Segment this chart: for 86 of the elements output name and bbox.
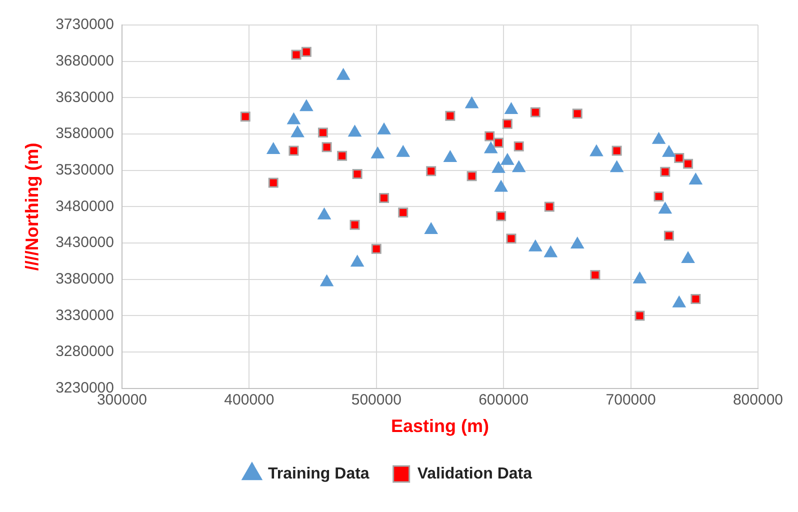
legend-label: Validation Data: [417, 465, 532, 482]
point: [494, 180, 508, 192]
point: [681, 252, 695, 264]
point: [266, 142, 280, 154]
point: [504, 102, 518, 114]
point: [674, 153, 684, 163]
point: [348, 125, 362, 137]
point: [544, 202, 554, 212]
point: [544, 246, 558, 258]
point: [337, 150, 348, 161]
x-tick-label: 500000: [351, 392, 402, 409]
point: [528, 240, 542, 252]
point: [496, 211, 506, 222]
point: [570, 236, 584, 248]
point: [318, 208, 331, 220]
y-tick-label: 3630000: [56, 88, 114, 106]
point: [336, 68, 350, 80]
point: [466, 171, 477, 182]
x-tick-label: 400000: [224, 392, 274, 409]
point: [690, 294, 701, 304]
point: [633, 272, 646, 284]
point: [590, 270, 600, 280]
point: [572, 108, 582, 119]
point: [494, 138, 504, 148]
point: [288, 146, 299, 156]
point: [683, 158, 694, 169]
point: [424, 222, 438, 234]
x-tick-label: 800000: [732, 392, 784, 409]
point: [350, 220, 360, 230]
x-axis-title: Easting (m): [390, 416, 490, 436]
point: [268, 178, 278, 188]
point: [492, 161, 506, 173]
point: [500, 153, 514, 165]
y-tick-label: 3580000: [56, 125, 114, 142]
point: [512, 160, 526, 172]
point: [654, 192, 664, 202]
point: [396, 145, 410, 157]
point: [322, 142, 332, 152]
y-tick-label: 3430000: [56, 234, 114, 252]
point: [660, 166, 670, 177]
y-tick-label: 3380000: [56, 270, 114, 288]
point: [662, 145, 676, 157]
point: [652, 132, 666, 144]
point: [444, 150, 457, 162]
point: [398, 208, 408, 218]
point: [590, 144, 604, 156]
y-axis-title: ////Northing (m): [22, 142, 42, 271]
point: [506, 234, 516, 244]
point: [484, 131, 495, 142]
point: [672, 296, 686, 308]
point: [658, 202, 672, 214]
point: [530, 107, 540, 118]
point: [291, 50, 302, 60]
y-tick-label: 3730000: [56, 16, 114, 34]
point: [371, 146, 384, 158]
point: [377, 122, 391, 134]
point: [320, 274, 334, 286]
point: [350, 255, 364, 267]
point: [465, 96, 478, 108]
x-tick-label: 700000: [606, 392, 656, 409]
point: [502, 118, 512, 129]
point: [664, 230, 674, 241]
point: [301, 46, 312, 57]
point: [352, 169, 362, 179]
y-tick-label: 3530000: [56, 162, 114, 178]
point: [300, 100, 313, 112]
y-tick-label: 3280000: [56, 343, 114, 360]
point: [287, 112, 300, 124]
point: [610, 160, 624, 172]
point: [612, 146, 622, 156]
point: [379, 192, 390, 203]
point: [484, 142, 498, 154]
x-tick-label: 600000: [478, 392, 529, 409]
y-tick-label: 3330000: [56, 306, 114, 324]
point: [634, 310, 645, 321]
y-tick-label: 3680000: [56, 52, 114, 70]
legend-label: Training Data: [268, 465, 370, 482]
point: [290, 126, 304, 138]
point: [318, 128, 328, 138]
y-tick-label: 3480000: [56, 198, 114, 215]
point: [514, 141, 524, 152]
point: [445, 110, 456, 121]
point: [689, 173, 702, 185]
point: [371, 244, 382, 254]
point: [240, 112, 250, 122]
point: [426, 166, 436, 176]
